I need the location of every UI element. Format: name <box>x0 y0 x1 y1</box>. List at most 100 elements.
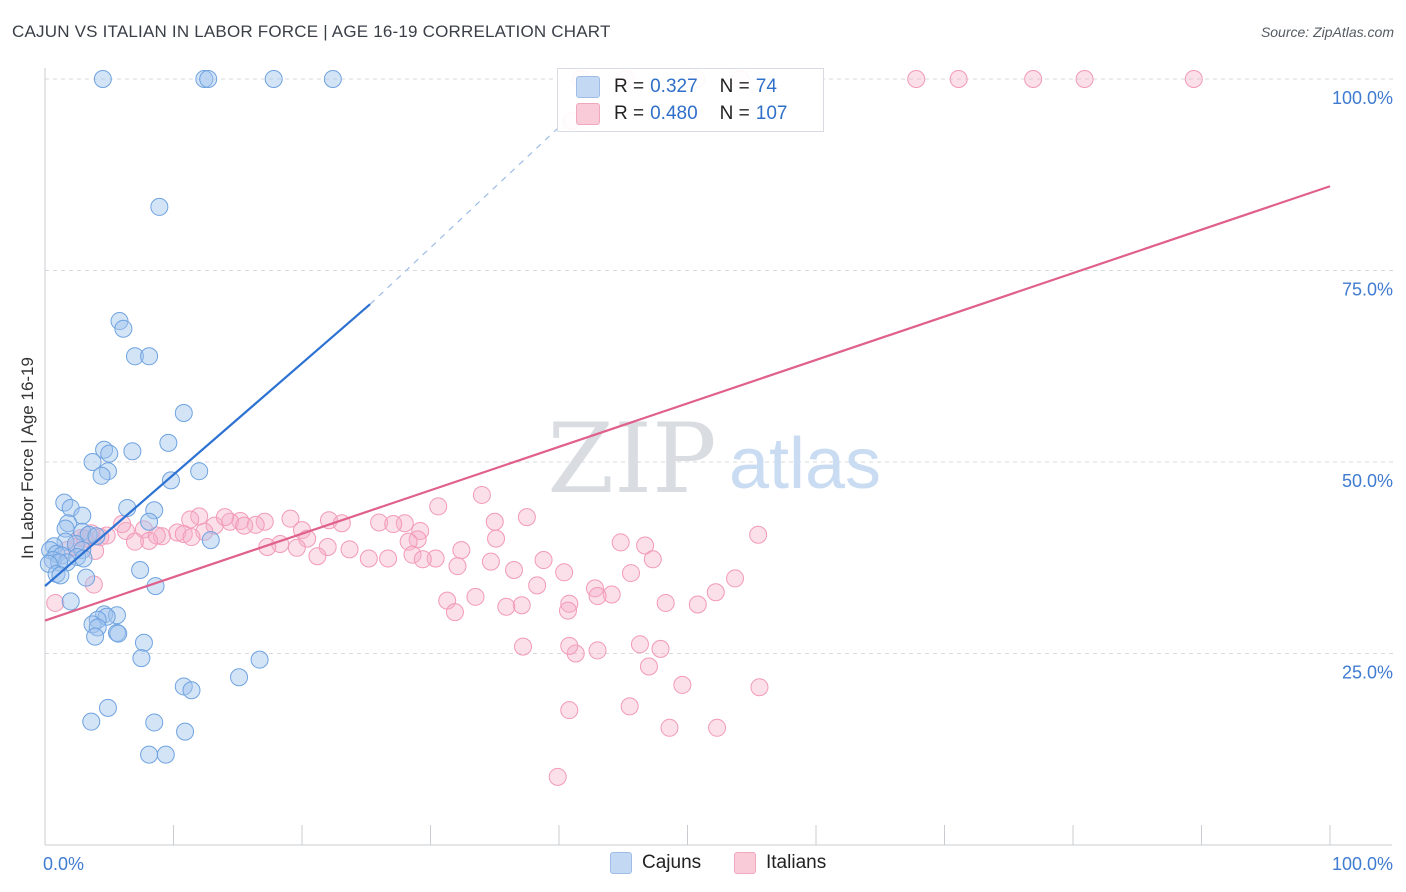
cajuns-point <box>114 319 133 338</box>
cajuns-point <box>77 568 96 587</box>
cajuns-point <box>323 70 342 88</box>
cajuns-point <box>51 566 70 585</box>
source-label: Source: ZipAtlas.com <box>1260 24 1394 40</box>
cajuns-point <box>86 627 105 646</box>
italians-point <box>485 512 504 531</box>
italians-point <box>497 597 516 616</box>
italians-point <box>505 561 524 580</box>
legend-row-cajuns: R = 0.327 N = 74 <box>576 73 777 101</box>
italians-point <box>147 526 166 545</box>
italians-point <box>548 767 567 786</box>
y-tick-label: 25.0% <box>1342 663 1393 683</box>
cajuns-points <box>39 70 342 764</box>
italians-point <box>558 601 577 620</box>
cajuns-point <box>82 712 101 731</box>
legend-row-italians: R = 0.480 N = 107 <box>576 100 787 128</box>
cajuns-point <box>140 745 159 764</box>
italians-point <box>611 533 630 552</box>
cajuns-point <box>190 462 209 481</box>
grid-lines <box>45 78 1395 654</box>
italians-point <box>726 569 745 588</box>
legend-label-cajuns: Cajuns <box>642 852 702 873</box>
italians-point <box>750 678 769 697</box>
cajuns-point <box>145 501 164 520</box>
italians-point <box>620 697 639 716</box>
cajuns-point <box>131 561 150 580</box>
cajuns-point <box>156 745 175 764</box>
legend-r-label: R = <box>614 103 645 124</box>
italians-point <box>630 635 649 654</box>
italians-point <box>706 583 725 602</box>
y-axis-label: In Labor Force | Age 16-19 <box>18 357 37 559</box>
italians-point <box>588 641 607 660</box>
legend-n-label: N = <box>719 76 750 97</box>
italians-point <box>949 70 968 88</box>
cajuns-point <box>125 347 144 366</box>
italians-point <box>84 575 103 594</box>
italians-point <box>258 538 277 557</box>
italians-point <box>1184 70 1203 88</box>
cajuns-point <box>109 624 128 643</box>
italians-point <box>487 529 506 548</box>
trend-lines <box>44 120 1331 622</box>
italians-point <box>125 532 144 551</box>
italians-point <box>97 526 116 545</box>
cajuns-point <box>123 442 142 461</box>
italians-point <box>749 525 768 544</box>
italians-point <box>688 595 707 614</box>
cajuns-point <box>79 525 98 544</box>
legend-r-value-italians: 0.480 <box>650 103 698 124</box>
watermark-atlas: atlas <box>729 424 881 504</box>
x-tick-label-max: 100.0% <box>1332 854 1393 874</box>
axes <box>44 68 1392 846</box>
italians-point <box>673 675 692 694</box>
italians-point <box>445 603 464 622</box>
cajuns-point <box>150 197 169 216</box>
italians-point <box>448 557 467 576</box>
cajuns-point <box>74 549 93 568</box>
cajuns-point <box>195 70 214 88</box>
watermark: ZIP atlas <box>547 403 881 515</box>
chart-title: CAJUN VS ITALIAN IN LABOR FORCE | AGE 16… <box>12 22 611 41</box>
italians-point <box>359 549 378 568</box>
italians-point <box>281 509 300 528</box>
italians-point <box>534 551 553 570</box>
legend-swatch-italians <box>576 103 600 125</box>
italians-point <box>182 528 201 547</box>
legend-swatch-italians <box>734 852 756 874</box>
cajuns-point <box>159 433 178 452</box>
italians-point <box>643 550 662 569</box>
italians-point <box>384 515 403 534</box>
legend-item-cajuns[interactable]: Cajuns <box>610 852 701 874</box>
cajuns-point <box>132 649 151 668</box>
italians-point <box>287 538 306 557</box>
cajuns-point <box>93 70 112 88</box>
legend-item-italians[interactable]: Italians <box>734 852 826 874</box>
italians-point <box>472 485 491 504</box>
italians-point <box>370 513 389 532</box>
italians-point <box>426 549 445 568</box>
cajuns-point <box>39 554 58 573</box>
italians-point <box>379 549 398 568</box>
legend-swatch-cajuns <box>610 852 632 874</box>
legend-n-value-cajuns: 74 <box>755 76 777 97</box>
correlation-legend: R = 0.327 N = 74 R = 0.480 N = 107 <box>557 68 824 132</box>
tick-labels: 25.0% 50.0% 75.0% 100.0% 0.0% 100.0% <box>43 88 1393 874</box>
cajuns-point <box>140 347 159 366</box>
cajuns-point <box>98 462 117 481</box>
cajuns-point <box>199 70 218 88</box>
cajuns-point <box>83 453 102 471</box>
italians-point <box>636 536 655 555</box>
italians-point <box>308 547 327 566</box>
cajuns-point <box>182 681 201 700</box>
y-tick-label: 50.0% <box>1342 471 1393 491</box>
italians-point <box>708 718 727 737</box>
italians-point <box>560 636 579 655</box>
italians-point <box>452 541 471 560</box>
legend-r-value-cajuns: 0.327 <box>650 76 698 97</box>
italians-point <box>466 587 485 606</box>
italians-point <box>235 516 254 535</box>
cajuns-point <box>61 592 80 611</box>
cajuns-point <box>145 713 164 732</box>
